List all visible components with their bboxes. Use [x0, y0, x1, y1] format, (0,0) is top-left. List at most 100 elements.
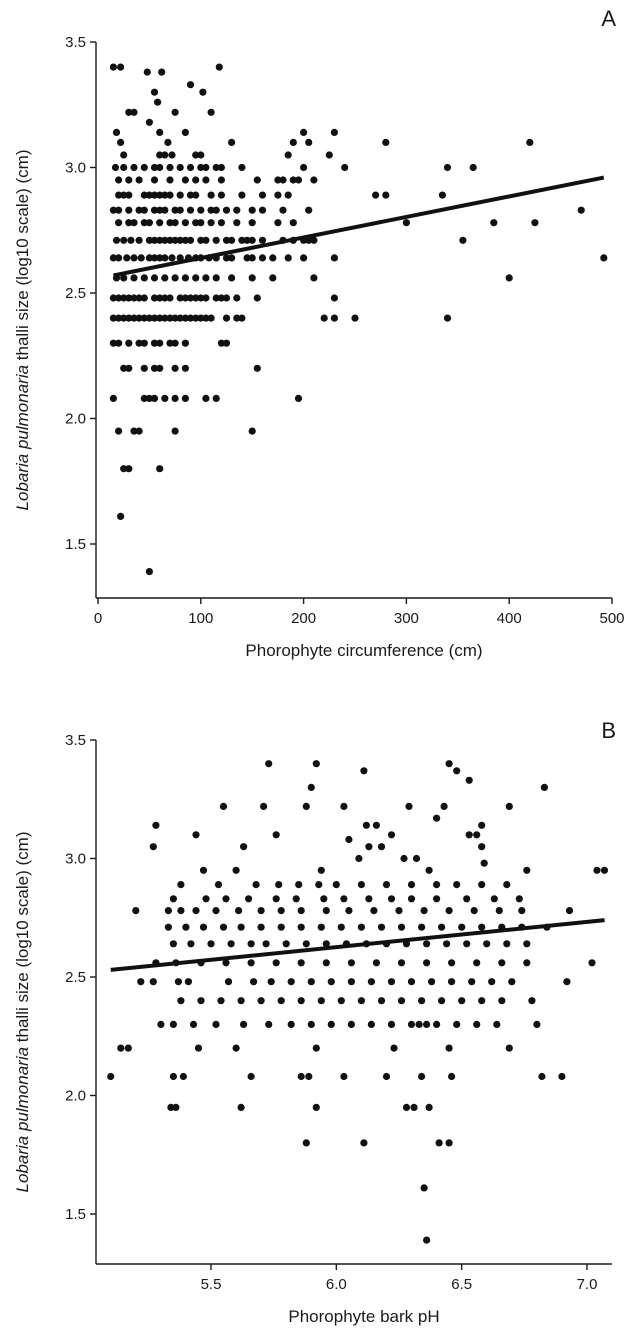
chart-b-data-point	[199, 923, 208, 931]
chart-a-data-point	[112, 128, 121, 136]
chart-a-y-axis-title: Lobaria pulmonaria thalli size (log10 sc…	[13, 150, 32, 511]
chart-b-data-point	[272, 959, 280, 967]
chart-a-data-point	[222, 236, 231, 244]
chart-a-data-point	[161, 274, 169, 282]
chart-a-y-axis-title-rest: thalli size (log10 scale) (cm)	[13, 150, 32, 365]
chart-a-data-point	[330, 294, 338, 302]
chart-b-y-tick-label: 2.0	[65, 1088, 86, 1105]
chart-a-data-point	[161, 236, 169, 244]
chart-b-data-point	[508, 978, 516, 986]
chart-a-data-point	[156, 254, 164, 262]
chart-a-data-point	[161, 314, 169, 322]
chart-b-data-point	[164, 923, 172, 931]
chart-a-data-point	[202, 176, 210, 184]
chart-a-data-point	[125, 176, 133, 184]
chart-a-data-point	[320, 314, 328, 322]
chart-a-data-point	[166, 339, 174, 347]
chart-a-data-point	[459, 236, 467, 244]
chart-b-data-point	[470, 907, 478, 915]
chart-b-data-point	[372, 821, 380, 829]
chart-b-data-point	[164, 907, 172, 915]
chart-a-data-point	[145, 219, 153, 227]
chart-b-data-point	[237, 923, 245, 931]
chart-b-data-point	[443, 940, 451, 948]
chart-a-data-point	[289, 219, 297, 227]
chart-a-data-point	[222, 339, 231, 347]
chart-a-data-point	[192, 294, 200, 302]
chart-b-data-point	[498, 997, 506, 1005]
chart-a-data-point	[161, 151, 169, 159]
chart-a-data-point	[171, 274, 179, 282]
chart-a-axes: 1.5 2.0 2.5 3.0 3.5 0 100 200 300 400 500	[65, 34, 624, 627]
chart-b-data-point	[468, 978, 476, 986]
chart-b-data-point	[212, 1020, 220, 1028]
chart-b-data-point	[397, 959, 406, 967]
chart-a-data-point	[158, 68, 166, 76]
chart-a-data-point	[112, 236, 121, 244]
chart-a-data-point	[140, 163, 148, 172]
chart-b-data-point	[505, 1044, 513, 1052]
chart-a-data-point	[289, 138, 297, 146]
chart-a-data-point	[171, 394, 179, 402]
chart-a-data-point	[300, 163, 308, 172]
chart-b-data-point	[252, 881, 260, 889]
chart-b-data-point	[312, 1044, 320, 1052]
chart-a-x-tick-label: 300	[394, 610, 419, 627]
chart-a-data-point	[135, 339, 143, 347]
chart-a-data-point	[120, 151, 128, 159]
chart-a-data-point	[438, 191, 446, 199]
chart-b-data-point	[317, 997, 325, 1005]
chart-a-data-point	[269, 274, 277, 282]
chart-a-data-point	[202, 314, 210, 322]
chart-a-data-point	[181, 236, 189, 244]
chart-a-data-point	[140, 191, 148, 199]
chart-b-data-point	[222, 895, 230, 903]
chart-b-data-point	[247, 1072, 255, 1081]
chart-b-data-point	[423, 1020, 431, 1028]
chart-a-data-point	[150, 163, 159, 172]
chart-b-data-point	[267, 978, 275, 986]
chart-b-data-point	[588, 959, 596, 967]
chart-b-data-point	[312, 1103, 320, 1111]
chart-a-data-point	[181, 176, 189, 184]
chart-a-data-point	[171, 339, 179, 347]
chart-b-data-point	[179, 1072, 187, 1081]
chart-b-x-tick-label: 5.5	[201, 1276, 222, 1293]
chart-b-data-point	[445, 1044, 453, 1052]
chart-a-data-point	[156, 364, 164, 372]
chart-b-data-point	[322, 940, 330, 948]
chart-b-data-point	[415, 1020, 423, 1028]
chart-b-data-point	[418, 997, 426, 1005]
chart-a-data-point	[109, 294, 117, 302]
chart-a-data-point	[202, 274, 210, 282]
chart-a-data-point	[186, 236, 195, 244]
chart-a-data-point	[156, 339, 164, 347]
chart-a-data-point	[125, 339, 133, 347]
chart-a-data-point	[171, 427, 179, 435]
chart-a-data-point	[382, 138, 390, 146]
chart-a-data-point	[145, 236, 153, 244]
chart-b-data-point	[478, 997, 486, 1005]
chart-b-data-point	[445, 907, 453, 915]
chart-a-data-point	[176, 236, 184, 244]
chart-b-data-point	[192, 907, 200, 915]
chart-b-data-point	[463, 940, 471, 948]
chart-b-data-point	[558, 1072, 566, 1081]
chart-a-data-point	[330, 128, 338, 136]
chart-b-data-point	[397, 923, 406, 931]
chart-a-data-point	[181, 219, 189, 227]
chart-a-data-point	[279, 206, 287, 214]
chart-b-data-point	[593, 866, 601, 874]
chart-a-data-point	[186, 81, 195, 89]
chart-b-data-point	[124, 1044, 132, 1052]
chart-b-data-point	[387, 1020, 396, 1028]
chart-b-data-point	[433, 814, 441, 822]
chart-a-regression-line	[113, 175, 605, 278]
chart-b-data-point	[478, 821, 486, 829]
chart-a-data-point	[109, 254, 117, 262]
chart-a-panel-label: A	[601, 6, 616, 31]
scatter-chart-a: 1.5 2.0 2.5 3.0 3.5 0 100 200 300 400 500 Phorophyt…	[13, 6, 625, 660]
chart-a-data-point	[166, 191, 174, 199]
chart-a-data-point	[186, 163, 195, 172]
chart-b-data-point	[260, 802, 268, 810]
